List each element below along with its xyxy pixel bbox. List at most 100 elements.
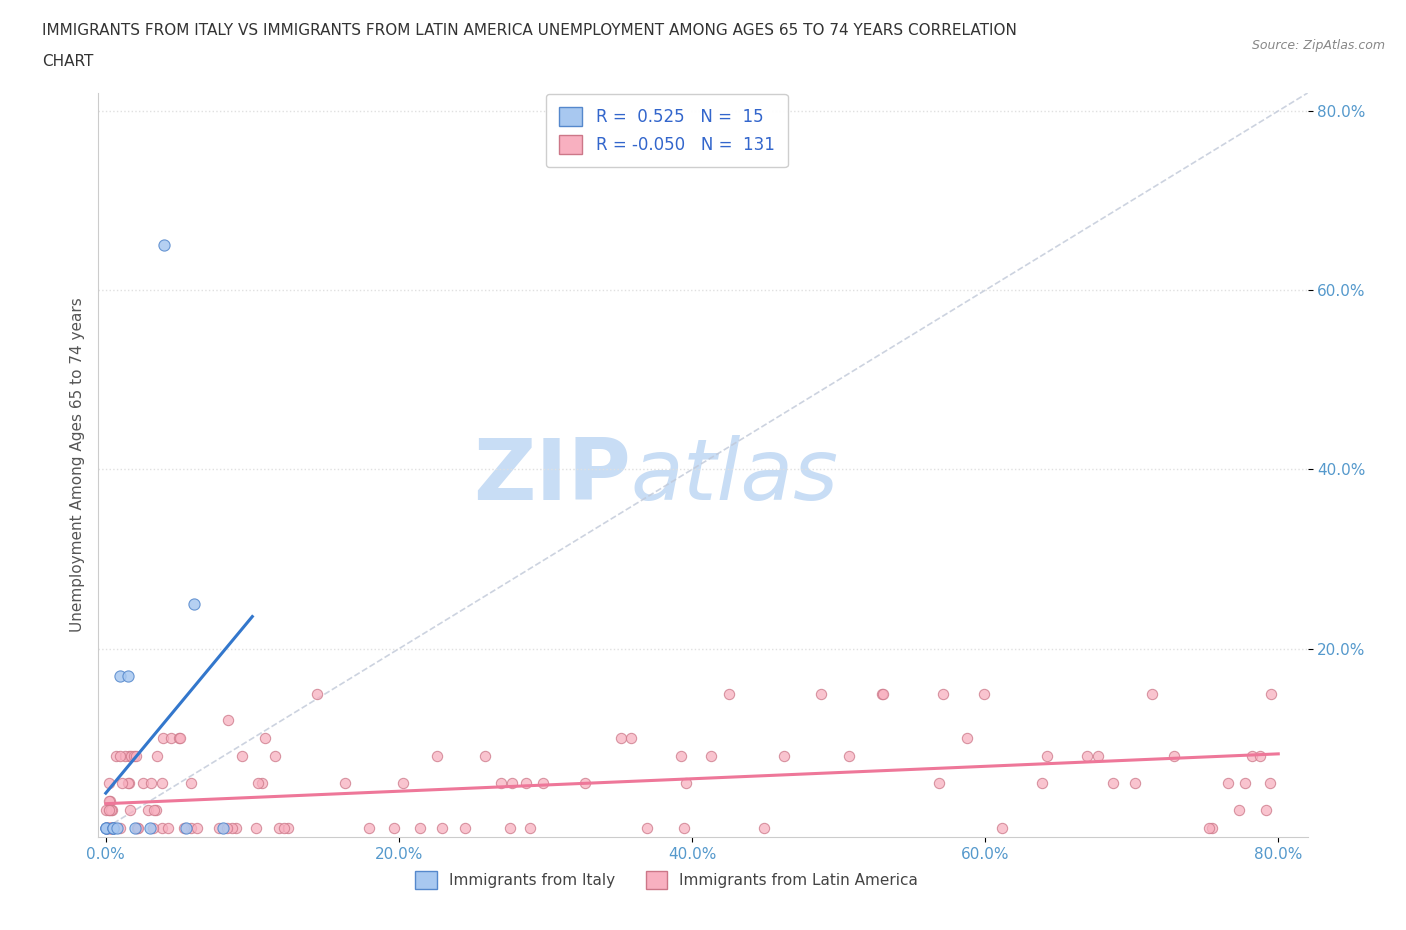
Point — [169, 731, 191, 746]
Point — [138, 820, 160, 835]
Point — [1241, 749, 1264, 764]
Point — [118, 803, 141, 817]
Point — [212, 820, 235, 835]
Point — [169, 731, 191, 746]
Point — [183, 596, 205, 611]
Point — [94, 820, 117, 835]
Point — [870, 686, 893, 701]
Point — [98, 820, 121, 835]
Point — [217, 713, 239, 728]
Text: IMMIGRANTS FROM ITALY VS IMMIGRANTS FROM LATIN AMERICA UNEMPLOYMENT AMONG AGES 6: IMMIGRANTS FROM ITALY VS IMMIGRANTS FROM… — [42, 23, 1017, 38]
Point — [96, 820, 118, 835]
Point — [100, 820, 122, 835]
Point — [98, 820, 121, 835]
Point — [124, 820, 146, 835]
Point — [245, 820, 267, 835]
Point — [1198, 820, 1220, 835]
Point — [810, 686, 832, 701]
Point — [97, 820, 120, 835]
Point — [267, 820, 290, 835]
Point — [97, 820, 120, 835]
Point — [872, 686, 894, 701]
Point — [273, 820, 295, 835]
Point — [96, 820, 118, 835]
Point — [1101, 776, 1123, 790]
Point — [98, 803, 121, 817]
Point — [1036, 749, 1059, 764]
Point — [636, 820, 658, 835]
Point — [215, 820, 238, 835]
Point — [125, 749, 148, 764]
Point — [139, 776, 162, 790]
Point — [277, 820, 299, 835]
Point — [669, 749, 692, 764]
Point — [772, 749, 794, 764]
Point — [104, 749, 127, 764]
Point — [110, 669, 132, 684]
Point — [120, 749, 142, 764]
Point — [263, 749, 285, 764]
Point — [231, 749, 253, 764]
Point — [928, 776, 950, 790]
Point — [225, 820, 247, 835]
Y-axis label: Unemployment Among Ages 65 to 74 years: Unemployment Among Ages 65 to 74 years — [69, 298, 84, 632]
Point — [98, 820, 121, 835]
Point — [101, 820, 124, 835]
Point — [96, 820, 118, 835]
Point — [620, 731, 643, 746]
Point — [101, 820, 124, 835]
Point — [94, 803, 117, 817]
Point — [136, 803, 159, 817]
Point — [127, 820, 149, 835]
Point — [515, 776, 537, 790]
Point — [118, 776, 141, 790]
Point — [1031, 776, 1053, 790]
Point — [675, 776, 697, 790]
Point — [157, 820, 180, 835]
Point — [718, 686, 741, 701]
Point — [142, 803, 165, 817]
Point — [382, 820, 405, 835]
Point — [117, 776, 139, 790]
Point — [97, 803, 120, 817]
Point — [160, 731, 183, 746]
Point — [127, 820, 149, 835]
Point — [186, 820, 208, 835]
Point — [114, 749, 136, 764]
Point — [1233, 776, 1256, 790]
Point — [98, 793, 121, 808]
Point — [1216, 776, 1239, 790]
Point — [153, 238, 176, 253]
Point — [100, 820, 122, 835]
Point — [335, 776, 357, 790]
Point — [221, 820, 243, 835]
Point — [208, 820, 231, 835]
Point — [426, 749, 449, 764]
Point — [176, 820, 198, 835]
Point — [1123, 776, 1146, 790]
Point — [253, 731, 276, 746]
Point — [973, 686, 995, 701]
Point — [145, 749, 167, 764]
Point — [132, 776, 155, 790]
Point — [100, 820, 122, 835]
Point — [101, 820, 124, 835]
Point — [357, 820, 380, 835]
Text: CHART: CHART — [42, 54, 94, 69]
Point — [108, 749, 131, 764]
Point — [97, 820, 120, 835]
Point — [124, 749, 146, 764]
Point — [454, 820, 477, 835]
Point — [409, 820, 432, 835]
Point — [250, 776, 273, 790]
Point — [1260, 686, 1282, 701]
Point — [991, 820, 1014, 835]
Point — [117, 669, 139, 684]
Point — [752, 820, 775, 835]
Point — [107, 820, 129, 835]
Point — [94, 820, 117, 835]
Point — [180, 820, 202, 835]
Point — [101, 803, 124, 817]
Point — [180, 776, 202, 790]
Point — [246, 776, 269, 790]
